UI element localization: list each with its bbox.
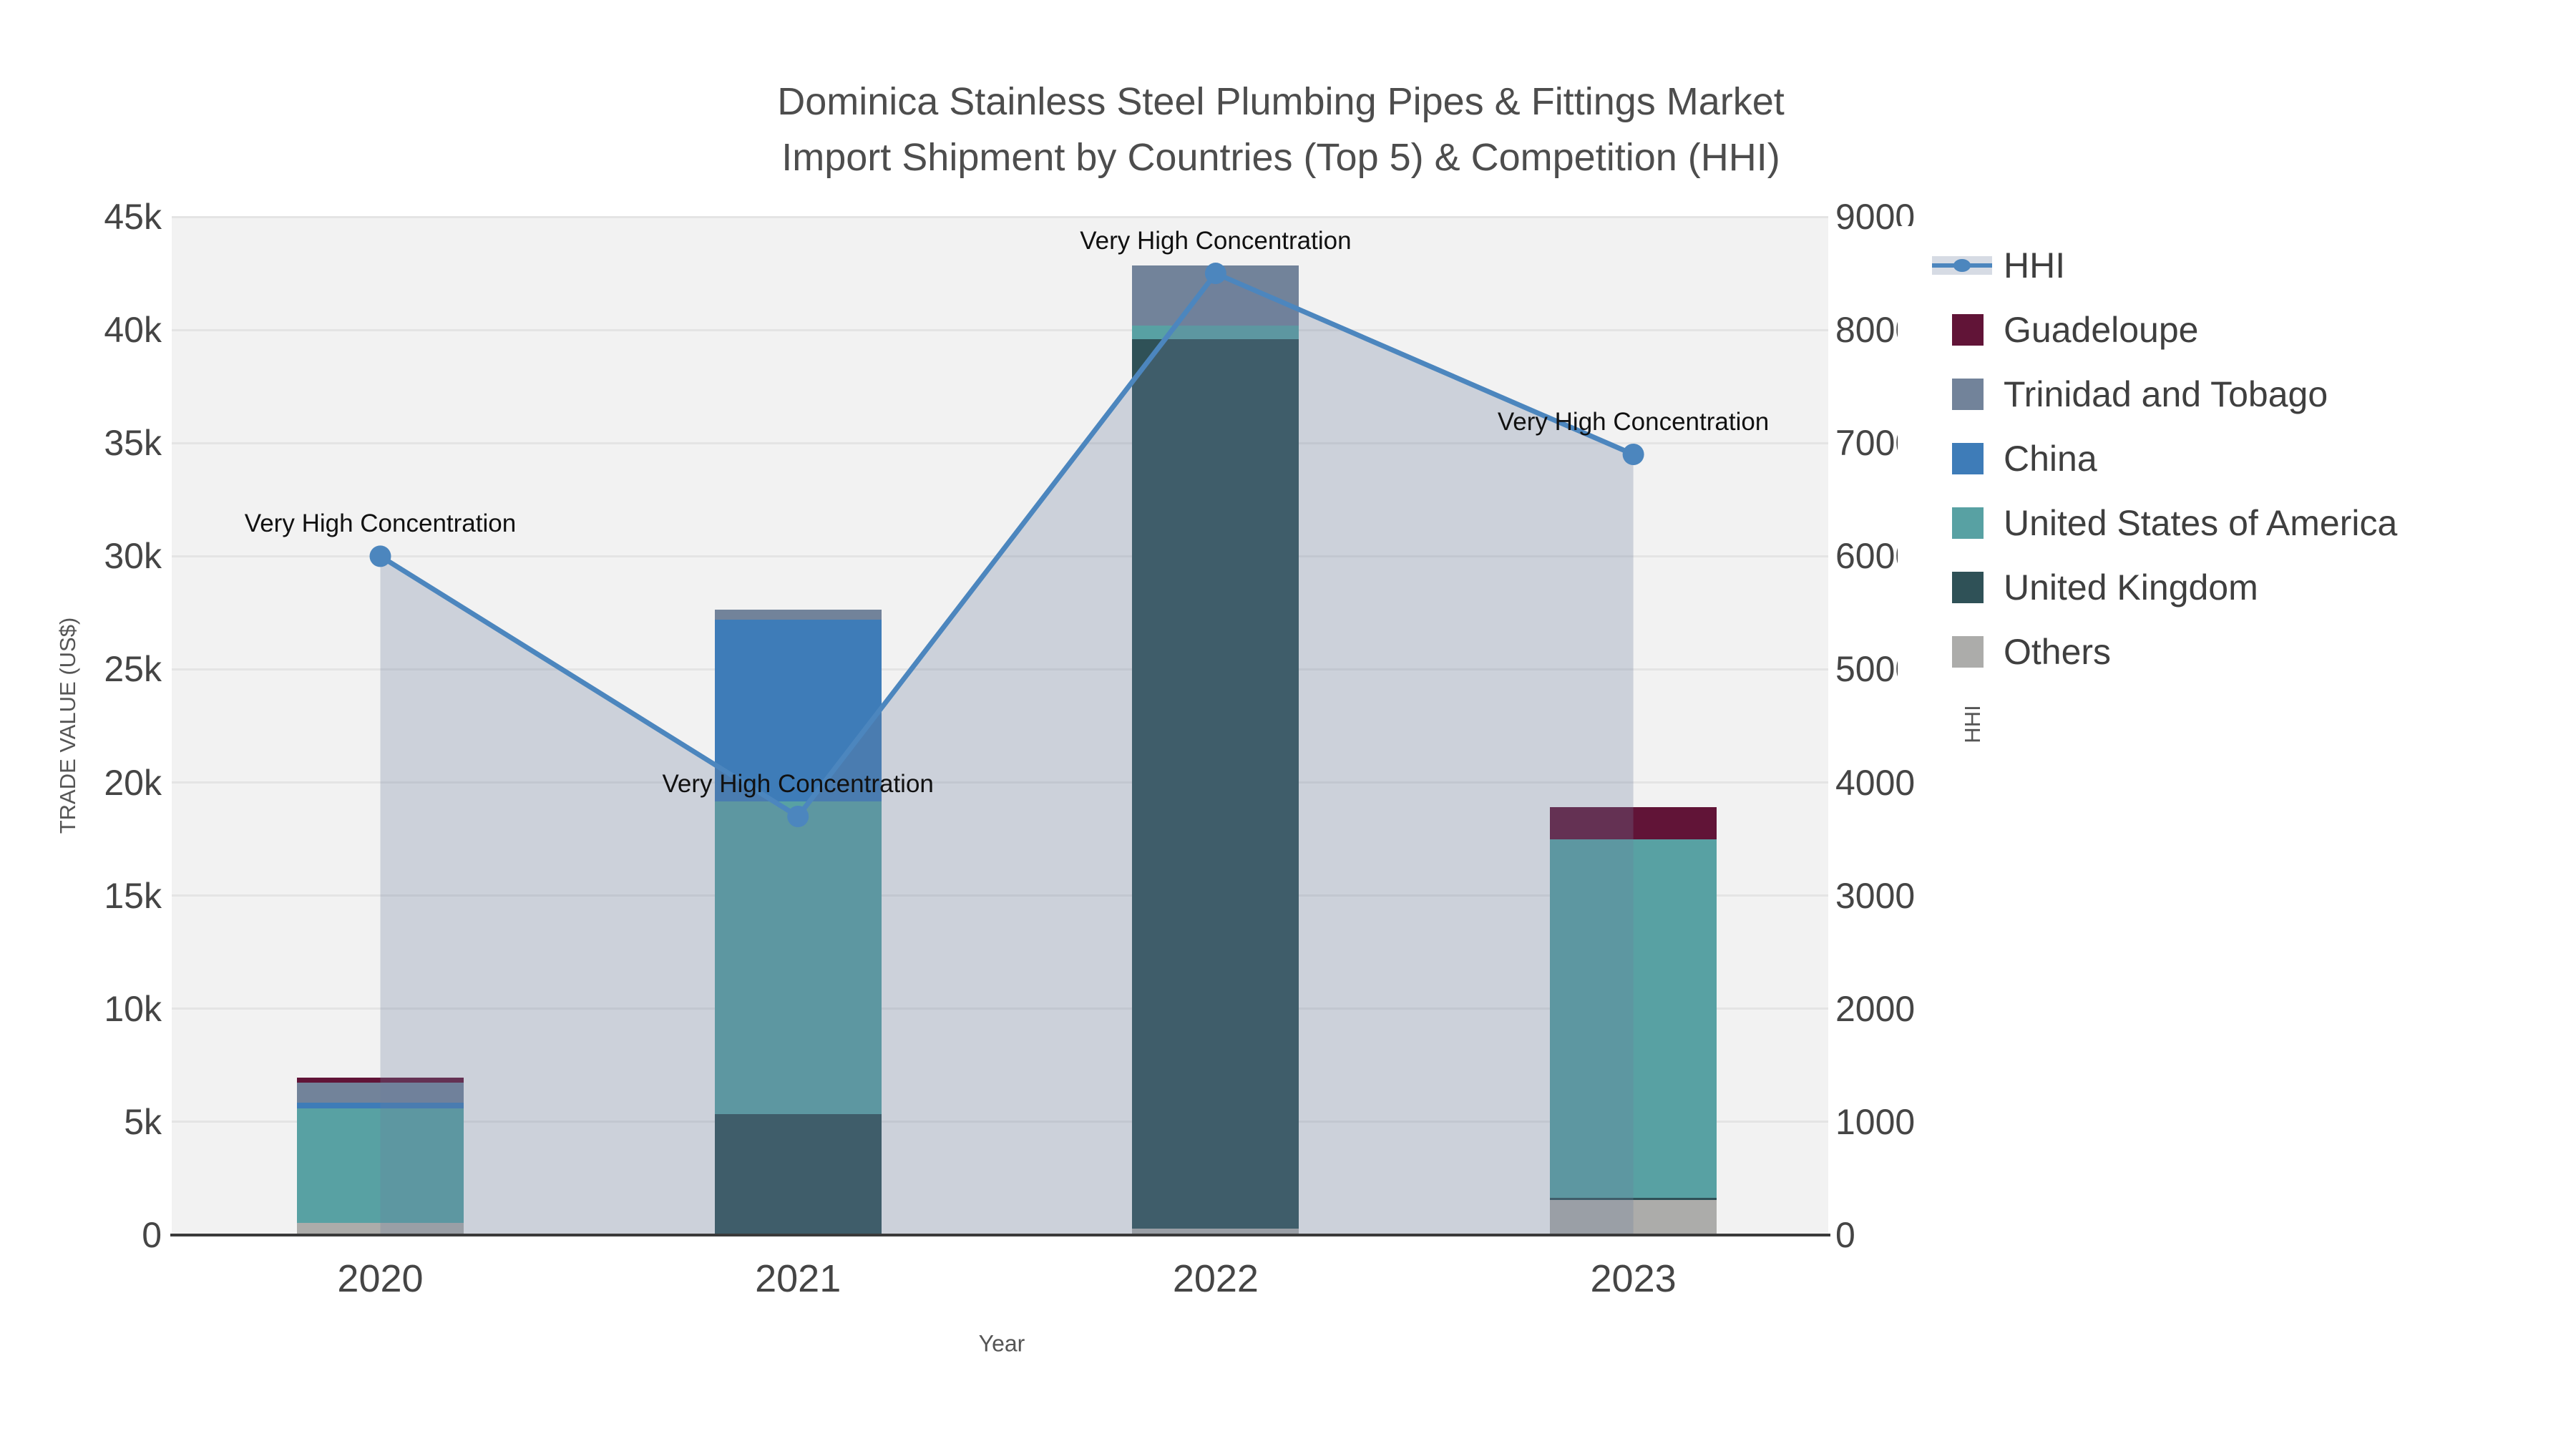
- x-axis-tick-label: 2022: [1172, 1257, 1259, 1300]
- y-axis-left-tick-label: 40k: [104, 310, 162, 351]
- y-axis-left-title: TRADE VALUE (US$): [55, 617, 80, 834]
- bar-segment-others[interactable]: [297, 1222, 464, 1235]
- bar-segment-others[interactable]: [1132, 1228, 1299, 1235]
- legend-item-label: Trinidad and Tobago: [2004, 374, 2328, 414]
- y-axis-right-tick-label: 4000: [1835, 762, 1916, 803]
- chart-title-line-2: Import Shipment by Countries (Top 5) & C…: [781, 136, 1780, 179]
- bar-segment-united-kingdom[interactable]: [714, 1113, 882, 1235]
- legend-item-others[interactable]: Others: [1898, 620, 2576, 684]
- y-axis-left-tick-label: 15k: [104, 875, 162, 916]
- x-axis-tick-label: 2021: [755, 1257, 841, 1300]
- legend-item-label: HHI: [2004, 245, 2066, 286]
- bar-segment-united-kingdom[interactable]: [1132, 338, 1299, 1229]
- legend-item-united-states-of-america[interactable]: United States of America: [1898, 491, 2576, 555]
- legend: HHI Guadeloupe Trinidad and Tobago China Uni…: [1898, 226, 2576, 688]
- legend-color-swatch-icon: [1952, 572, 1984, 603]
- y-axis-left-tick-label: 20k: [104, 762, 162, 803]
- bar-segment-united-states-of-america[interactable]: [1132, 325, 1299, 339]
- y-axis-left-tick-label: 45k: [104, 197, 162, 237]
- y-axis-right-tick-label: 0: [1835, 1215, 1855, 1255]
- bar-segment-guadeloupe[interactable]: [1550, 807, 1717, 839]
- legend-item-label: United States of America: [2004, 503, 2398, 543]
- x-axis-title: Year: [978, 1330, 1025, 1357]
- gridline: [172, 668, 1828, 670]
- gridline: [172, 781, 1828, 784]
- legend-color-swatch-icon: [1952, 379, 1984, 410]
- y-axis-left-tick-label: 0: [142, 1215, 162, 1255]
- y-axis-left-tick-label: 35k: [104, 423, 162, 464]
- y-axis-left-tick-label: 30k: [104, 536, 162, 577]
- legend-item-label: Others: [2004, 632, 2112, 672]
- annotation-very-high-concentration: Very High Concentration: [662, 769, 934, 798]
- y-axis-left-tick-label: 5k: [124, 1101, 162, 1142]
- x-axis-line: [170, 1234, 1830, 1236]
- y-axis-right-tick-label: 1000: [1835, 1101, 1916, 1142]
- bar-segment-trinidad-and-tobago[interactable]: [1132, 265, 1299, 326]
- legend-color-swatch-icon: [1952, 314, 1984, 346]
- gridline: [172, 1121, 1828, 1123]
- legend-item-china[interactable]: China: [1898, 426, 2576, 491]
- bar-segment-trinidad-and-tobago[interactable]: [297, 1082, 464, 1103]
- legend-color-swatch-icon: [1952, 443, 1984, 474]
- legend-item-united-kingdom[interactable]: United Kingdom: [1898, 555, 2576, 620]
- legend-item-label: United Kingdom: [2004, 567, 2258, 608]
- gridline: [172, 555, 1828, 557]
- bar-segment-united-states-of-america[interactable]: [714, 801, 882, 1114]
- y-axis-right-tick-label: 2000: [1835, 988, 1916, 1029]
- bar-segment-united-states-of-america[interactable]: [297, 1108, 464, 1223]
- gridline: [172, 215, 1828, 218]
- bar-segment-trinidad-and-tobago[interactable]: [714, 609, 882, 620]
- annotation-very-high-concentration: Very High Concentration: [244, 509, 517, 538]
- bar-segment-china[interactable]: [297, 1103, 464, 1108]
- y-axis-left-tick-label: 25k: [104, 649, 162, 690]
- legend-color-swatch-icon: [1952, 636, 1984, 668]
- y-axis-right-tick-label: 3000: [1835, 875, 1916, 916]
- bar-segment-others[interactable]: [1550, 1199, 1717, 1235]
- gridline: [172, 441, 1828, 444]
- legend-item-trinidad-and-tobago[interactable]: Trinidad and Tobago: [1898, 362, 2576, 426]
- chart-title-line-1: Dominica Stainless Steel Plumbing Pipes …: [777, 80, 1785, 123]
- bar-segment-united-kingdom[interactable]: [1550, 1197, 1717, 1200]
- legend-item-label: Guadeloupe: [2004, 310, 2199, 350]
- x-axis-tick-label: 2020: [337, 1257, 424, 1300]
- x-axis-tick-label: 2023: [1590, 1257, 1677, 1300]
- y-axis-right-title: HHI: [1960, 705, 1985, 743]
- legend-color-swatch-icon: [1952, 507, 1984, 539]
- hhi-line-swatch-icon: [1932, 256, 1992, 275]
- y-axis-left-tick-label: 10k: [104, 988, 162, 1029]
- gridline: [172, 1008, 1828, 1010]
- legend-marker-dot-icon: [1953, 259, 1971, 272]
- gridline: [172, 894, 1828, 897]
- chart-title: Dominica Stainless Steel Plumbing Pipes …: [565, 74, 1996, 185]
- legend-item-label: China: [2004, 439, 2097, 479]
- annotation-very-high-concentration: Very High Concentration: [1497, 408, 1770, 436]
- bar-segment-united-states-of-america[interactable]: [1550, 839, 1717, 1198]
- legend-item-hhi[interactable]: HHI: [1898, 233, 2576, 298]
- gridline: [172, 328, 1828, 331]
- legend-item-guadeloupe[interactable]: Guadeloupe: [1898, 298, 2576, 362]
- bar-segment-guadeloupe[interactable]: [297, 1078, 464, 1083]
- annotation-very-high-concentration: Very High Concentration: [1080, 227, 1352, 255]
